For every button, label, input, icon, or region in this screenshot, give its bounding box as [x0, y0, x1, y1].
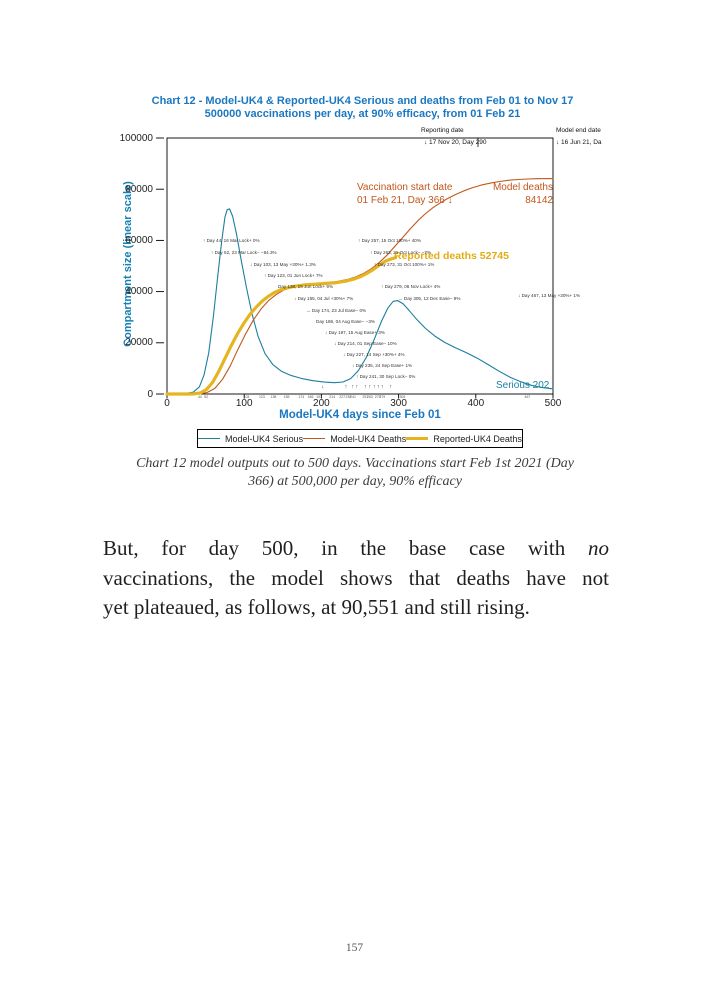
reported-deaths-callout: Reported deaths 52745 [394, 250, 509, 262]
x-tick-label: 100 [235, 398, 253, 409]
legend-entry-reported-deaths: Reported-UK4 Deaths [406, 434, 522, 444]
event-annotation: Day 138, 15 Jun Lock+ 9% [278, 284, 334, 289]
model-deaths-line-swatch [303, 437, 326, 440]
vaccination-start-note-line1: Vaccination start date [357, 182, 453, 193]
x-tick-label: 200 [313, 398, 330, 409]
y-tick-label: 40000 [125, 286, 153, 298]
event-annotation: ↑ Day 279, 06 Nov Lock+ 4% [381, 284, 441, 289]
event-annotation: ↑ Day 257, 15 Oct 100%+ 40% [358, 238, 421, 243]
y-tick-label: 100000 [119, 132, 153, 144]
event-annotation: ↓ Day 214, 01 Sep Ease− 10% [334, 341, 397, 346]
chart-legend: Model-UK4 Serious Model-UK4 Deaths Repor… [197, 429, 523, 448]
event-annotation: ↑ Day 241, 30 Sep Lock− 0% [356, 374, 416, 379]
y-tick-label: 60000 [125, 234, 153, 246]
event-arrow: ↑ [368, 384, 372, 390]
body-line1-text: But, for day 500, in the base case with [103, 536, 566, 560]
model-deaths-label: Model deaths [492, 182, 553, 193]
event-day-tick-label: 257 [362, 395, 369, 399]
body-line1: But, for day 500, in the base case with … [103, 534, 609, 564]
reporting-date-value: ↓ 17 Nov 20, Day 290 [424, 139, 487, 146]
event-annotation: ↓ Day 235, 24 Sep Ease+ 1% [352, 363, 413, 368]
serious-callout: Serious 202 [496, 380, 550, 391]
serious-line-swatch [198, 437, 221, 440]
body-paragraph: But, for day 500, in the base case with … [103, 534, 609, 623]
event-annotation: ↓ Day 467, 13 May +30%+ 1% [518, 293, 581, 298]
event-annotation: ↑ Day 273, 31 Oct 100%+ 1% [374, 262, 435, 267]
plot-border [166, 137, 554, 395]
chart-title: Chart 12 - Model-UK4 & Reported-UK4 Seri… [110, 95, 615, 121]
event-day-tick-label: 155 [283, 395, 290, 399]
event-arrow: ↑ [380, 384, 384, 390]
series-model-uk4-serious [166, 208, 554, 395]
figure-caption: Chart 12 model outputs out to 500 days. … [95, 455, 615, 490]
page-number: 157 [345, 942, 364, 954]
event-arrow: ↑ [389, 384, 393, 390]
event-annotation: ↓ Day 155, 04 Jul +30%+ 7% [294, 296, 354, 301]
model-end-date-label: Model end date [556, 127, 601, 134]
y-tick-label: 0 [147, 388, 153, 400]
series-model-uk4-deaths [166, 178, 554, 395]
legend-label-serious: Model-UK4 Serious [225, 433, 304, 444]
event-arrow: ↑ [363, 384, 367, 390]
event-annotation: → Day 305, 12 Dec Ease− 9% [398, 296, 461, 301]
event-arrow: ↑ [355, 384, 359, 390]
vaccination-start-note-line2: 01 Feb 21, Day 366 ↓ [357, 195, 453, 206]
body-line2: vaccinations, the model shows that death… [103, 565, 609, 590]
event-annotation: → Day 174, 23 Jul Ease− 0% [306, 308, 367, 313]
x-axis-title: Model-UK4 days since Feb 01 [279, 409, 441, 421]
x-tick-label: 500 [544, 398, 562, 409]
model-end-date-value: ↓ 16 Jun 21, Da [556, 139, 602, 146]
legend-label-model-deaths: Model-UK4 Deaths [330, 433, 407, 444]
event-day-tick-label: 44 [197, 395, 202, 399]
series-reported-uk4-deaths [165, 256, 398, 396]
event-annotation: ↑ Day 52, 23 Mar Lock− −84.3% [211, 250, 277, 255]
body-line3: yet plateaued, as follows, at 90,551 and… [103, 595, 530, 619]
event-day-tick-label: 52 [204, 395, 209, 399]
event-day-tick-label: 241 [350, 395, 356, 399]
legend-entry-serious: Model-UK4 Serious [198, 434, 303, 444]
chart-curves [165, 178, 554, 396]
event-annotation: ↓ Day 227, 14 Sep +30%+ 4% [343, 352, 405, 357]
y-tick-label: 20000 [125, 337, 153, 349]
model-deaths-value: 84142 [525, 195, 553, 206]
figure-caption-line2: 366) at 500,000 per day, 90% efficacy [248, 473, 462, 489]
event-annotation: ↑ Day 123, 01 Jun Lock+ 7% [264, 273, 323, 278]
event-annotation: Day 186, 04 Aug Ease− −3% [316, 319, 375, 324]
event-day-tick-label: 467 [524, 395, 531, 399]
event-arrow: ↑ [377, 384, 380, 390]
event-arrow: ↑ [344, 384, 348, 390]
reporting-date-label: Reporting date [421, 127, 464, 134]
event-arrow: ↓ [321, 384, 325, 390]
x-tick-label: 400 [467, 398, 485, 409]
event-annotation: ↑ Day 44, 16 Mar Lock+ 0% [203, 238, 260, 243]
event-arrow: ↑ [351, 384, 355, 390]
x-tick-label: 300 [390, 398, 407, 409]
event-day-tick-label: 263 [367, 395, 373, 399]
event-day-tick-label: 235 [345, 395, 352, 399]
reported-deaths-line-swatch [406, 436, 429, 441]
axis-ticks [156, 137, 554, 399]
legend-label-reported-deaths: Reported-UK4 Deaths [433, 433, 522, 444]
event-annotation: ↓ Day 197, 15 Aug Ease+ 3% [325, 330, 385, 335]
chart-title-line2: 500000 vaccinations per day, at 90% effi… [204, 108, 521, 120]
chart-title-line1: Chart 12 - Model-UK4 & Reported-UK4 Seri… [151, 95, 574, 107]
body-line1-italic: no [588, 536, 610, 560]
x-tick-label: 0 [164, 398, 170, 409]
y-tick-label: 80000 [125, 183, 153, 195]
event-day-tick-label: 138 [270, 395, 277, 399]
figure-caption-line1: Chart 12 model outputs out to 500 days. … [136, 456, 574, 471]
event-arrow: ↑ [373, 384, 376, 390]
event-annotation: ↓ Day 103, 13 May +30%+ 1.3% [250, 262, 316, 267]
legend-entry-model-deaths: Model-UK4 Deaths [303, 434, 406, 444]
